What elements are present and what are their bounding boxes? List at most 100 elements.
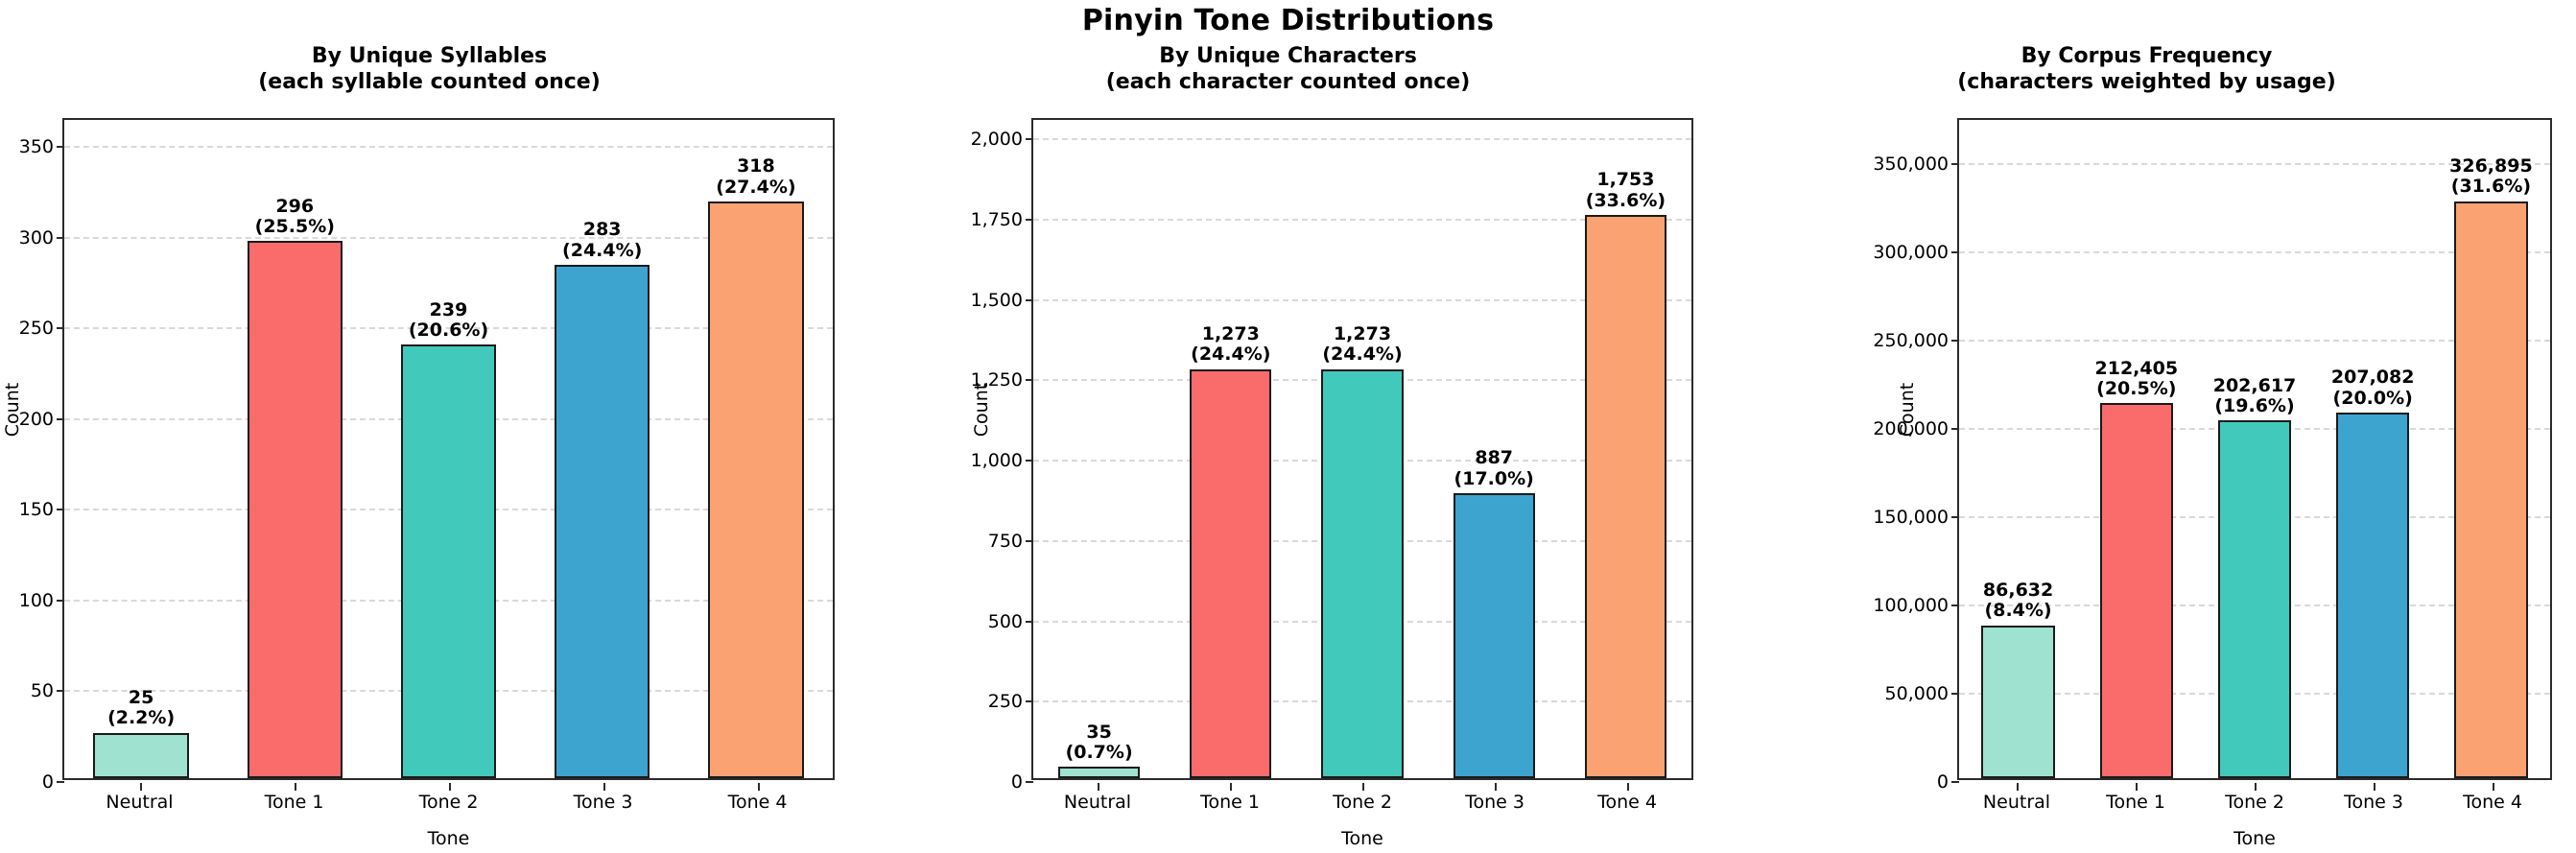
x-tick-mark (139, 783, 142, 791)
bar-tone-2[interactable]: 202,617 (19.6%) (2213, 375, 2296, 778)
bar-value-label: 207,082 (20.0%) (2331, 367, 2415, 409)
y-tick-mark (1026, 700, 1033, 703)
y-tick-label: 350,000 (1873, 154, 1949, 175)
x-tick-label: Tone 1 (217, 783, 371, 813)
x-tick-mark (294, 783, 296, 791)
bar-count: 239 (429, 298, 468, 320)
bar-percent: (33.6%) (1585, 189, 1666, 211)
subplot-by-unique-characters: By Unique Characters (each character cou… (859, 44, 1717, 853)
figure-title: Pinyin Tone Distributions (1081, 4, 1495, 37)
x-axis-label-1: Tone (1341, 828, 1383, 849)
x-tick-label: Tone 1 (1164, 783, 1296, 813)
bar-neutral[interactable]: 25 (2.2%) (93, 687, 189, 778)
bar-tone-3[interactable]: 283 (24.4%) (555, 220, 650, 778)
y-tick-mark (57, 146, 64, 149)
bar-neutral[interactable]: 35 (0.7%) (1058, 722, 1141, 778)
bar-percent: (24.4%) (562, 239, 643, 261)
x-tick-label: Tone 2 (2195, 783, 2314, 813)
bar-slot: 86,632 (8.4%) (1959, 120, 2077, 778)
x-tick-text: Tone 3 (573, 792, 633, 813)
y-tick-mark (1951, 516, 1959, 518)
gridline (1033, 138, 1691, 141)
bar-tone-1[interactable]: 1,273 (24.4%) (1190, 323, 1272, 778)
bar-value-label: 86,632 (8.4%) (1982, 580, 2054, 622)
x-tick-labels-1: Neutral Tone 1 Tone 2 Tone 3 Tone 4 (1031, 783, 1693, 813)
y-tick-label: 300,000 (1873, 242, 1949, 263)
y-tick-mark (1951, 340, 1959, 342)
y-tick-mark (1026, 138, 1033, 141)
y-tick-mark (57, 327, 64, 330)
bar-percent: (20.5%) (2096, 377, 2177, 399)
bars-2: 86,632 (8.4%) 212,405 (20.5%) 202,617 (19.6%)… (1959, 120, 2550, 778)
y-tick-mark (1951, 604, 1959, 606)
bar-count: 283 (582, 219, 622, 241)
x-tick-mark (2493, 783, 2494, 791)
x-tick-label: Tone 4 (1561, 783, 1693, 813)
bar-tone-4[interactable]: 326,895 (31.6%) (2449, 155, 2533, 778)
bar-percent: (20.6%) (408, 319, 489, 341)
y-tick-label: 50 (30, 680, 54, 702)
y-tick-mark (1026, 218, 1033, 221)
bar-tone-4[interactable]: 318 (27.4%) (708, 156, 804, 778)
bar-value-label: 202,617 (19.6%) (2212, 374, 2297, 417)
bar-count: 86,632 (1982, 580, 2054, 602)
bar-tone-4[interactable]: 1,753 (33.6%) (1584, 170, 1666, 778)
subplot-title-sub-0: (each syllable counted once) (258, 69, 601, 94)
y-tick-mark (57, 417, 64, 420)
x-tick-label: Tone 2 (1296, 783, 1429, 813)
bar-count: 326,895 (2449, 154, 2533, 177)
bar-value-label: 887 (17.0%) (1454, 448, 1534, 489)
y-tick-label: 300 (18, 226, 54, 249)
bar-tone-2[interactable]: 239 (20.6%) (400, 299, 497, 778)
x-tick-mark (2255, 783, 2257, 791)
bar-tone-1[interactable]: 212,405 (20.5%) (2095, 358, 2178, 778)
x-tick-text: Tone 1 (264, 792, 324, 813)
bar-percent: (25.5%) (254, 216, 335, 238)
x-tick-text: Tone 1 (2106, 792, 2165, 813)
bar-value-label: 239 (20.6%) (408, 298, 489, 342)
y-axis-label-0: Count (2, 382, 23, 438)
y-tick-label: 100,000 (1873, 595, 1949, 616)
bar-slot: 35 (0.7%) (1033, 120, 1165, 778)
x-tick-text: Tone 3 (2344, 792, 2403, 813)
bar-count: 212,405 (2094, 357, 2179, 379)
subplot-title-2: By Corpus Frequency (characters weighted… (1717, 44, 2576, 96)
subplot-title-main-2: By Corpus Frequency (2021, 44, 2273, 68)
bar-count: 296 (275, 195, 315, 217)
x-tick-text: Neutral (106, 792, 174, 813)
bar-tone-1[interactable]: 296 (25.5%) (247, 196, 343, 778)
y-tick-label: 0 (41, 771, 54, 793)
x-tick-label: Tone 4 (680, 783, 835, 813)
x-tick-mark (1230, 783, 1232, 791)
bar-value-label: 318 (27.4%) (716, 156, 795, 198)
x-tick-label: Neutral (1957, 783, 2076, 813)
bar-percent: (2.2%) (107, 707, 176, 729)
y-tick-label: 750 (987, 530, 1023, 552)
y-tick-mark (1951, 428, 1959, 430)
x-tick-mark (1495, 783, 1497, 791)
subplot-title-main-0: By Unique Syllables (311, 44, 548, 68)
bar-count: 1,753 (1596, 169, 1655, 191)
x-tick-mark (2374, 783, 2375, 791)
y-tick-mark (1026, 539, 1033, 542)
bar-neutral[interactable]: 86,632 (8.4%) (1981, 580, 2055, 778)
x-tick-text: Tone 2 (2225, 792, 2284, 813)
bar-value-label: 1,753 (33.6%) (1586, 170, 1666, 211)
bar-value-label: 1,273 (24.4%) (1191, 323, 1270, 366)
bar-percent: (20.0%) (2332, 387, 2413, 409)
bar-tone-3[interactable]: 887 (17.0%) (1453, 448, 1535, 778)
bar-tone-3[interactable]: 207,082 (20.0%) (2331, 367, 2414, 778)
bar-slot: 283 (24.4%) (526, 120, 679, 778)
y-tick-mark (1026, 781, 1033, 783)
subplot-by-corpus-frequency: By Corpus Frequency (characters weighted… (1717, 44, 2576, 853)
x-tick-text: Tone 4 (727, 792, 788, 813)
x-tick-mark (1098, 783, 1099, 791)
x-tick-text: Neutral (1982, 792, 2051, 813)
y-tick-mark (57, 236, 64, 239)
bar-count: 202,617 (2212, 374, 2297, 396)
bar-count: 1,273 (1333, 323, 1392, 345)
bar-tone-2[interactable]: 1,273 (24.4%) (1321, 323, 1404, 778)
x-tick-mark (757, 783, 760, 791)
y-tick-label: 200 (18, 408, 54, 430)
